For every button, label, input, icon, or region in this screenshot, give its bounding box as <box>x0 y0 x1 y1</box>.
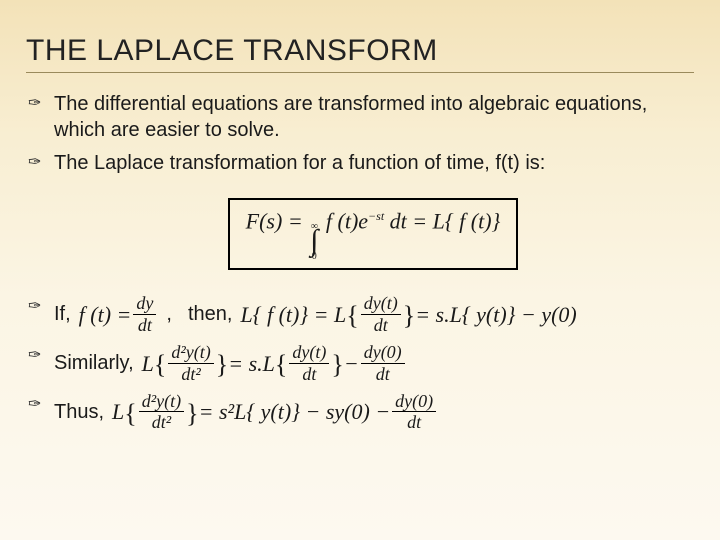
rhs5: = s²L{ y(t)} − sy(0) − <box>199 397 391 426</box>
slide: THE LAPLACE TRANSFORM The differential e… <box>0 0 720 540</box>
equation-box-wrap: F(s) = ∞ ∫ 0 f (t)e−st dt = L{ f (t)} <box>52 198 694 270</box>
eq-integrand: f (t)e <box>326 209 368 234</box>
bullet-thus: Thus, L { d²y(t) dt² } = s²L{ y(t)} − sy… <box>52 392 694 433</box>
eq-exp: −st <box>368 209 384 223</box>
laplace-definition-box: F(s) = ∞ ∫ 0 f (t)e−st dt = L{ f (t)} <box>228 198 519 270</box>
ftext: f (t) = <box>79 300 132 329</box>
integral-icon: ∞ ∫ 0 <box>310 223 318 261</box>
bullet-1: The differential equations are transform… <box>52 91 694 144</box>
L4: L <box>142 349 154 378</box>
frac-dyt-dt: dy(t) dt <box>361 294 401 335</box>
bullet-list: The differential equations are transform… <box>26 91 694 432</box>
eq-rhs: dt = L{ f (t)} <box>390 209 501 234</box>
frac-dy0-dt-b: dy(0) dt <box>392 392 436 433</box>
frac-dy0-dt: dy(0) dt <box>361 343 405 384</box>
mid4: = s.L <box>228 349 275 378</box>
eq-lhs: F(s) = <box>246 209 309 234</box>
eq-line-if: If, f (t) = dy dt , then, L{ f (t)} = L … <box>54 294 694 335</box>
eq-line-similarly: Similarly, L { d²y(t) dt² } = s.L { dy(t… <box>54 343 694 384</box>
lead-then: then, <box>188 301 232 327</box>
eq-line-thus: Thus, L { d²y(t) dt² } = s²L{ y(t)} − sy… <box>54 392 694 433</box>
lead-thus: Thus, <box>54 399 104 425</box>
L5: L <box>112 397 124 426</box>
bullet-similarly: Similarly, L { d²y(t) dt² } = s.L { dy(t… <box>52 343 694 384</box>
rhs-b: = s.L{ y(t)} − y(0) <box>415 300 577 329</box>
lead-if: If, <box>54 301 71 327</box>
rhs-a: L{ f (t)} = L <box>240 300 346 329</box>
minus4: − <box>344 349 359 378</box>
bullet-if: If, f (t) = dy dt , then, L{ f (t)} = L … <box>52 294 694 335</box>
frac-dyt-dt-2: dy(t) dt <box>289 343 329 384</box>
bullet-2: The Laplace transformation for a functio… <box>52 150 694 176</box>
lead-similarly: Similarly, <box>54 350 134 376</box>
frac-d2y-dt2: d²y(t) dt² <box>168 343 213 384</box>
frac-d2y-dt2-b: d²y(t) dt² <box>139 392 184 433</box>
comma: , <box>166 301 172 327</box>
slide-title: THE LAPLACE TRANSFORM <box>26 34 694 73</box>
frac-dy-dt: dy dt <box>133 294 156 335</box>
